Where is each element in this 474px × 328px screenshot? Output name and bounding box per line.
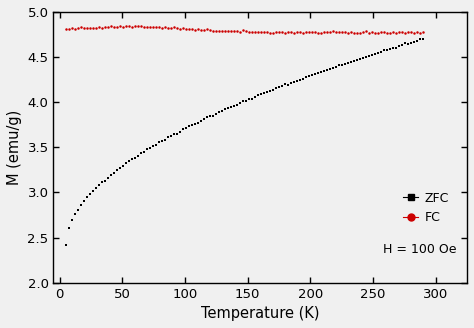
Y-axis label: M (emu/g): M (emu/g) (7, 110, 22, 185)
X-axis label: Temperature (K): Temperature (K) (201, 306, 319, 321)
Text: H = 100 Oe: H = 100 Oe (383, 243, 457, 256)
Legend: ZFC, FC: ZFC, FC (400, 188, 453, 228)
